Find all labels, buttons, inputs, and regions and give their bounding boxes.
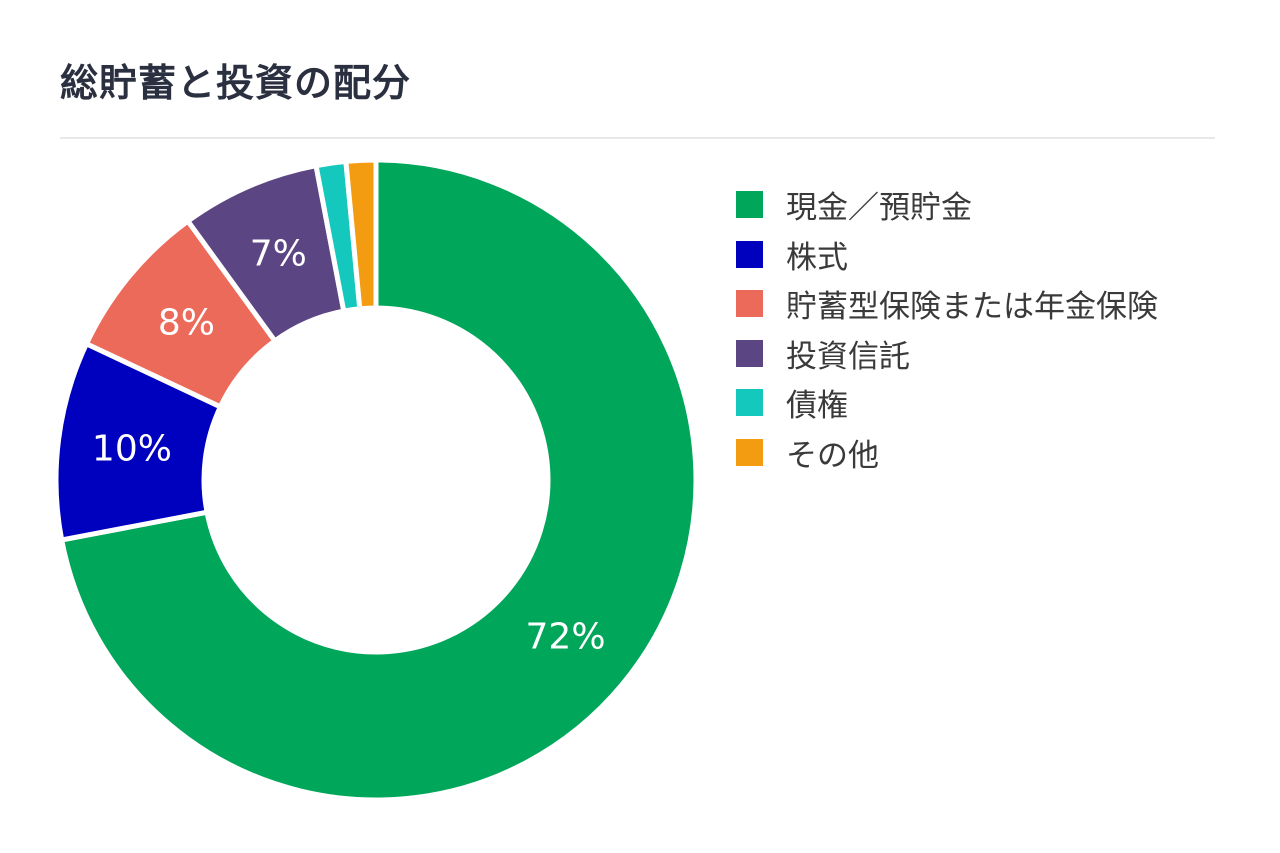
legend-label: 現金／預貯金 [786, 190, 972, 227]
legend-swatch [736, 438, 763, 466]
legend-item[interactable]: その他 [736, 428, 1158, 478]
legend-swatch [736, 240, 763, 268]
slice-label-2: 10% [92, 429, 172, 470]
legend-item[interactable]: 貯蓄型保険または年金保険 [736, 279, 1158, 329]
legend-label: 株式 [786, 239, 848, 276]
slice-label-3: 8% [158, 303, 215, 344]
legend-item[interactable]: 株式 [736, 230, 1158, 280]
legend-label: 投資信託 [786, 338, 910, 375]
legend-item[interactable]: 現金／預貯金 [736, 180, 1158, 230]
slice-label-4: 7% [250, 234, 307, 275]
donut-slice-1[interactable] [58, 157, 699, 803]
legend-swatch [736, 389, 763, 417]
legend-swatch [736, 290, 763, 318]
legend-item[interactable]: 債権 [736, 378, 1158, 428]
legend-label: 貯蓄型保険または年金保険 [786, 289, 1158, 326]
chart-legend: 現金／預貯金 株式貯蓄型保険または年金保険 投資信託債権その他 [736, 180, 1158, 477]
legend-item[interactable]: 投資信託 [736, 329, 1158, 379]
donut-slices [53, 157, 699, 803]
legend-swatch [736, 191, 763, 219]
chart-title: 総貯蓄と投資の配分 [60, 61, 412, 105]
slice-label-1: 72% [526, 616, 606, 657]
donut-slice-6[interactable] [343, 157, 379, 312]
legend-label: 債権 [786, 388, 848, 425]
donut-labels: 72% 10% 8% 7% [92, 234, 606, 658]
title-divider [60, 137, 1215, 139]
legend-label: その他 [786, 437, 879, 474]
legend-swatch [736, 339, 763, 367]
